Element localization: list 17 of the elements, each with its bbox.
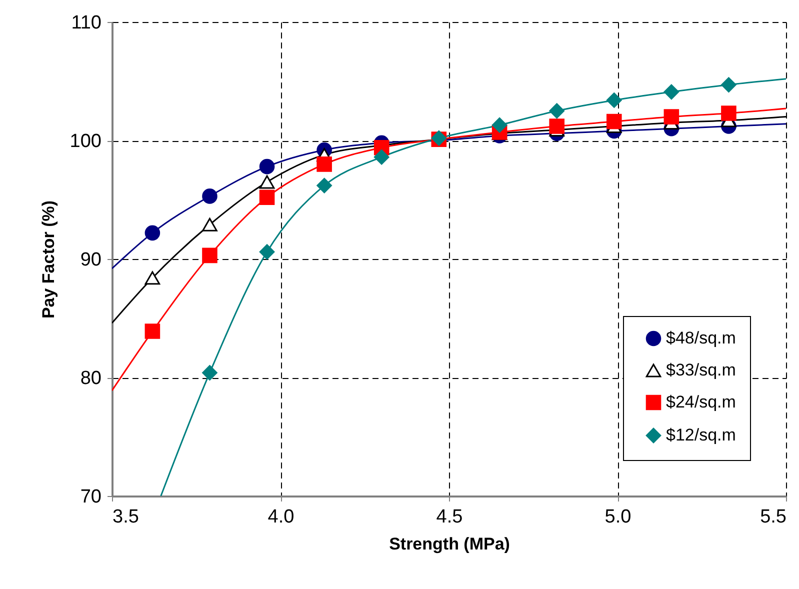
line-series xyxy=(160,77,786,496)
legend-label: $24/sq.m xyxy=(666,392,736,412)
x-axis-title: Strength (MPa) xyxy=(389,534,510,554)
x-tick-label: 5.0 xyxy=(604,506,632,528)
x-tick-label: 4.5 xyxy=(436,506,463,528)
x-tick-label: 3.5 xyxy=(112,506,139,528)
y-tick-label: 80 xyxy=(80,368,102,389)
y-axis-title: Pay Factor (%) xyxy=(38,200,58,319)
y-tick-label: 110 xyxy=(71,12,102,34)
legend-label: $33/sq.m xyxy=(666,360,736,380)
x-tick-label: 5.5 xyxy=(760,506,786,528)
y-tick-label: 70 xyxy=(80,486,102,508)
x-tick-label: 4.0 xyxy=(268,506,294,528)
y-tick-label: 100 xyxy=(70,131,102,152)
y-tick-label: 90 xyxy=(80,250,102,270)
legend-label: $48/sq.m xyxy=(666,328,736,348)
legend-label: $12/sq.m xyxy=(666,426,736,444)
